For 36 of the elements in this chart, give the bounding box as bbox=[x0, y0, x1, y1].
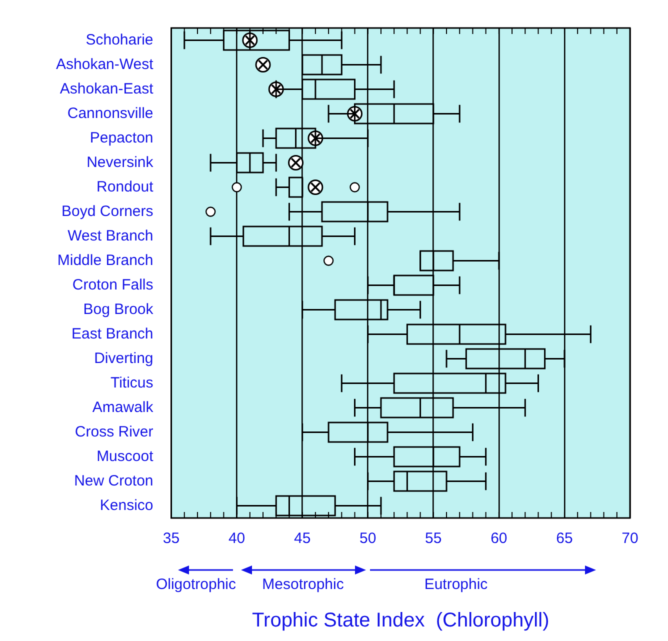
y-tick-label: Kensico bbox=[100, 496, 154, 514]
point bbox=[288, 155, 304, 170]
text: Mesotrophic bbox=[262, 576, 344, 593]
y-tick-label: Bog Brook bbox=[83, 300, 154, 318]
y-tick-label: Pepacton bbox=[90, 129, 154, 146]
x-tick-label: 65 bbox=[556, 530, 573, 548]
y-tick-label: East Branch bbox=[72, 325, 154, 342]
y-tick-label: Croton Falls bbox=[72, 276, 154, 294]
y-tick-label: Schoharie bbox=[86, 31, 154, 48]
y-tick-label: West Branch bbox=[68, 227, 154, 244]
x-tick-label: 70 bbox=[622, 530, 638, 548]
x-axis-title: Trophic State Index (Chlorophyll) bbox=[252, 610, 550, 632]
y-tick-label: Ashokan-East bbox=[60, 80, 154, 98]
y-tick-label: Amawalk bbox=[92, 398, 154, 416]
point bbox=[308, 180, 324, 195]
point bbox=[242, 32, 258, 48]
y-tick-label: New Croton bbox=[74, 472, 154, 490]
text: Oligotrophic bbox=[156, 576, 236, 593]
text: Eutrophic bbox=[424, 576, 488, 593]
x-tick-label: 35 bbox=[162, 530, 180, 548]
x-tick-label: 45 bbox=[294, 530, 311, 548]
y-tick-label: Cannonsville bbox=[67, 104, 154, 122]
x-tick-label: 40 bbox=[228, 530, 246, 548]
y-tick-label: Rondout bbox=[96, 178, 154, 196]
x-tick-label: 60 bbox=[490, 530, 508, 548]
y-tick-label: Neversink bbox=[86, 154, 154, 171]
y-tick-label: Cross River bbox=[74, 423, 154, 440]
y-tick-label: Boyd Corners bbox=[62, 202, 154, 220]
x-tick-label: 50 bbox=[360, 530, 376, 548]
y-tick-label: Muscoot bbox=[96, 448, 154, 465]
y-tick-label: Titicus bbox=[110, 374, 154, 392]
x-tick-label: 55 bbox=[425, 530, 442, 548]
y-tick-label: Middle Branch bbox=[57, 252, 154, 269]
y-tick-label: Ashokan-West bbox=[56, 56, 154, 73]
point bbox=[255, 57, 271, 72]
y-tick-label: Diverting bbox=[94, 350, 154, 367]
